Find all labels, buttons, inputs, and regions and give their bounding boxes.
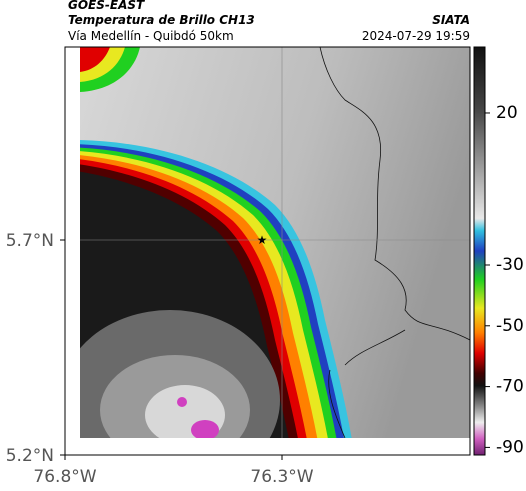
colorbar-tick-label: -50 xyxy=(496,316,524,336)
lat-label: 5.2°N xyxy=(6,446,54,466)
satellite-image: ★ xyxy=(80,47,470,438)
route: Vía Medellín - Quibdó 50km xyxy=(68,29,234,43)
svg-text:★: ★ xyxy=(257,233,268,247)
colorbar-tick-label: -90 xyxy=(496,437,524,457)
lon-label: 76.3°W xyxy=(250,467,313,487)
title: GOES-EAST xyxy=(68,0,145,12)
lon-label: 76.8°W xyxy=(33,467,96,487)
lat-label: 5.7°N xyxy=(6,231,54,251)
timestamp: 2024-07-29 19:59 xyxy=(362,29,470,43)
source: SIATA xyxy=(432,13,470,27)
colorbar-tick-label: -70 xyxy=(496,377,524,397)
colorbar-tick-label: 20 xyxy=(496,103,518,123)
map-frame xyxy=(64,46,471,456)
colorbar xyxy=(473,46,486,456)
subtitle: Temperatura de Brillo CH13 xyxy=(68,13,255,27)
colorbar-tick-label: -30 xyxy=(496,255,524,275)
